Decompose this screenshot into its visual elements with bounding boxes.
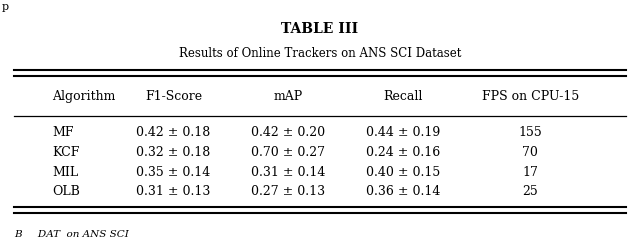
Text: MF: MF <box>52 126 74 139</box>
Text: 0.42 ± 0.18: 0.42 ± 0.18 <box>136 126 211 139</box>
Text: mAP: mAP <box>273 90 303 103</box>
Text: p: p <box>1 2 8 12</box>
Text: B     DAT  on ANS SCI: B DAT on ANS SCI <box>14 230 129 239</box>
Text: 0.31 ± 0.13: 0.31 ± 0.13 <box>136 185 211 198</box>
Text: 155: 155 <box>518 126 542 139</box>
Text: OLB: OLB <box>52 185 80 198</box>
Text: Recall: Recall <box>383 90 422 103</box>
Text: Algorithm: Algorithm <box>52 90 116 103</box>
Text: FPS on CPU-15: FPS on CPU-15 <box>482 90 579 103</box>
Text: Results of Online Trackers on ANS SCI Dataset: Results of Online Trackers on ANS SCI Da… <box>179 46 461 60</box>
Text: 70: 70 <box>522 146 538 159</box>
Text: 17: 17 <box>522 166 538 179</box>
Text: 0.27 ± 0.13: 0.27 ± 0.13 <box>251 185 325 198</box>
Text: 0.24 ± 0.16: 0.24 ± 0.16 <box>365 146 440 159</box>
Text: 0.44 ± 0.19: 0.44 ± 0.19 <box>365 126 440 139</box>
Text: TABLE III: TABLE III <box>282 22 358 36</box>
Text: 0.32 ± 0.18: 0.32 ± 0.18 <box>136 146 211 159</box>
Text: KCF: KCF <box>52 146 80 159</box>
Text: 0.36 ± 0.14: 0.36 ± 0.14 <box>365 185 440 198</box>
Text: F1-Score: F1-Score <box>145 90 202 103</box>
Text: MIL: MIL <box>52 166 79 179</box>
Text: 25: 25 <box>522 185 538 198</box>
Text: 0.70 ± 0.27: 0.70 ± 0.27 <box>251 146 325 159</box>
Text: 0.35 ± 0.14: 0.35 ± 0.14 <box>136 166 211 179</box>
Text: 0.31 ± 0.14: 0.31 ± 0.14 <box>251 166 325 179</box>
Text: 0.40 ± 0.15: 0.40 ± 0.15 <box>365 166 440 179</box>
Text: 0.42 ± 0.20: 0.42 ± 0.20 <box>251 126 325 139</box>
